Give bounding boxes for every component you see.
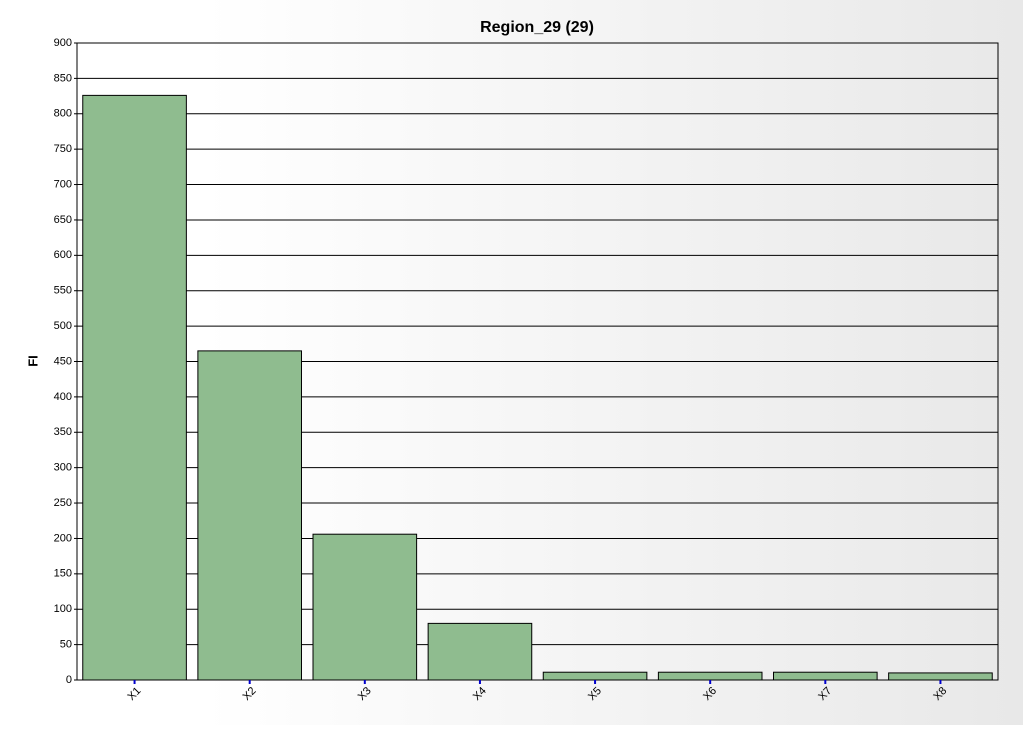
bar — [542, 671, 648, 681]
bar — [773, 671, 878, 681]
y-tick-label: 550 — [54, 285, 72, 297]
bar — [197, 350, 302, 681]
y-tick-label: 850 — [54, 72, 72, 84]
y-tick-label: 800 — [54, 108, 72, 120]
y-tick-label: 700 — [54, 178, 72, 190]
y-tick-label: 50 — [60, 639, 72, 651]
y-tick-label: 500 — [54, 320, 72, 332]
y-tick-label: 350 — [54, 426, 72, 438]
y-tick-label: 0 — [66, 674, 72, 686]
chart-title: Region_29 (29) — [480, 19, 594, 36]
y-tick-label: 650 — [54, 214, 72, 226]
y-tick-label: 450 — [54, 355, 72, 367]
y-tick-label: 150 — [54, 568, 72, 580]
y-tick-label: 200 — [54, 532, 72, 544]
y-tick-label: 600 — [54, 249, 72, 261]
y-tick-label: 900 — [54, 37, 72, 49]
y-tick-label: 250 — [54, 497, 72, 509]
y-tick-label: 300 — [54, 462, 72, 474]
bar — [657, 671, 763, 681]
y-tick-label: 750 — [54, 143, 72, 155]
y-tick-label: 400 — [54, 391, 72, 403]
bar — [888, 672, 993, 681]
bar — [312, 533, 418, 681]
y-axis-label: FI — [25, 355, 40, 367]
bar — [427, 622, 533, 681]
bar — [82, 94, 187, 681]
y-tick-label: 100 — [54, 603, 72, 615]
